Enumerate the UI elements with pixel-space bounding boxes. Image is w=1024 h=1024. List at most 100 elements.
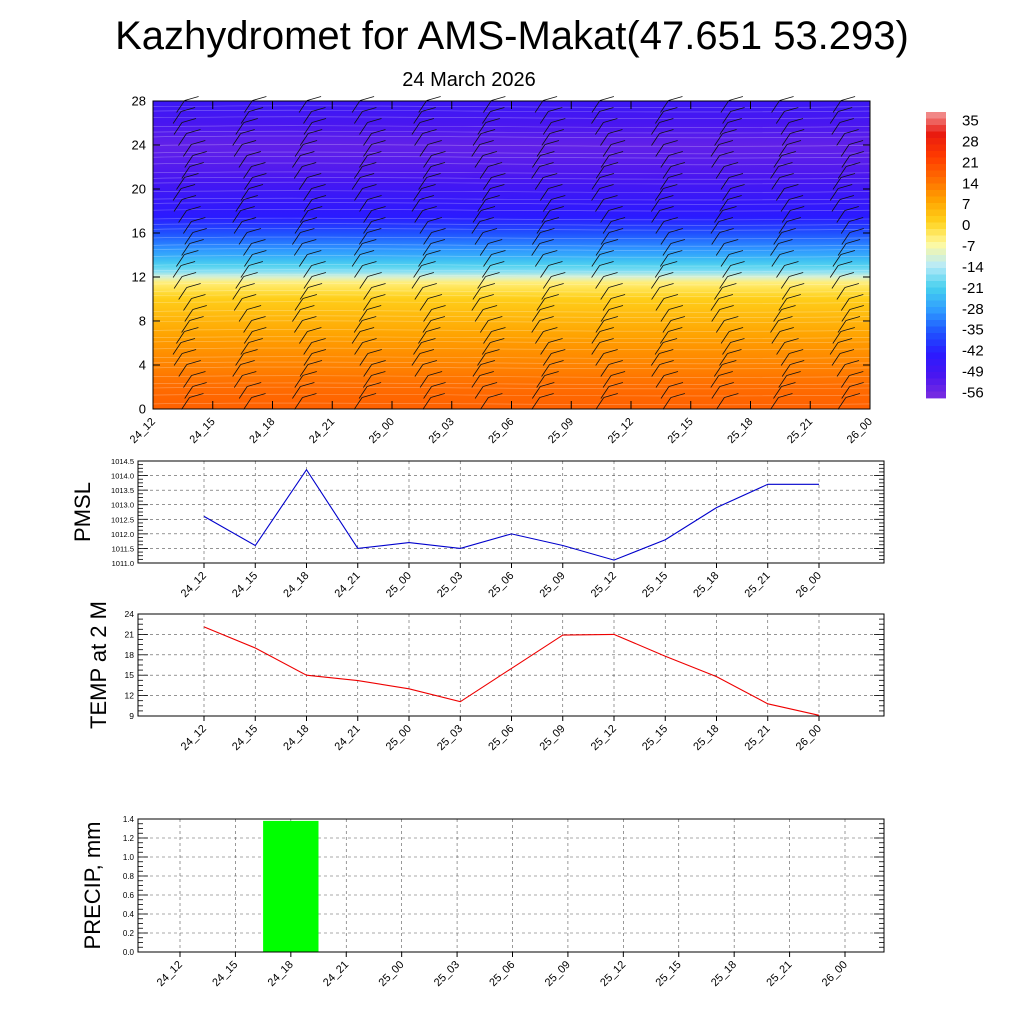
x-tick-label: 24_12 (155, 959, 185, 989)
wind-barb-flag (670, 316, 686, 321)
wind-barb-flag (608, 228, 624, 233)
wind-barb-shaft (419, 375, 429, 388)
wind-barb-shaft (483, 100, 492, 113)
wind-barb-shaft (351, 331, 361, 344)
wind-barb-shaft (173, 122, 183, 135)
wind-barb-flag (247, 382, 262, 387)
wind-barb-shaft (770, 320, 779, 333)
wind-barb-flag (366, 382, 382, 387)
wind-barb-shaft (232, 364, 242, 377)
wind-barb-shaft (474, 386, 484, 399)
wind-barb-flag (367, 151, 382, 156)
wind-barb-shaft (178, 364, 188, 377)
wind-barb-shaft (539, 111, 549, 124)
wind-barb-flag (548, 184, 563, 189)
wind-barb-flag (788, 195, 804, 200)
wind-barb-flag (248, 261, 264, 266)
wind-barb-shaft (720, 100, 730, 113)
wind-barb-shaft (770, 166, 779, 179)
wind-barb-flag (371, 217, 386, 222)
colorbar-band (926, 372, 946, 379)
wind-barb-shaft (770, 397, 779, 410)
isotherm-line (152, 255, 871, 258)
wind-barb-shaft (176, 177, 185, 190)
wind-barb-shaft (244, 177, 253, 190)
wind-barb-shaft (595, 353, 605, 366)
wind-barb-flag (189, 393, 204, 398)
isotherm-line (152, 236, 871, 240)
isotherm-line (152, 315, 871, 318)
wind-barb-flag (248, 184, 264, 189)
wind-barb-flag (778, 316, 793, 321)
wind-barb-shaft (479, 243, 489, 256)
y-axis-label: TEMP at 2 M (86, 601, 111, 729)
wind-barb-flag (430, 239, 446, 244)
wind-barb-flag (540, 305, 555, 310)
wind-barb-flag (248, 107, 264, 112)
colorbar-label: 14 (962, 175, 979, 192)
colorbar-label: -35 (962, 322, 984, 339)
x-tick-label: 25_18 (691, 723, 721, 753)
wind-barb-flag (311, 195, 327, 200)
y-tick-label: 15 (125, 670, 135, 680)
wind-barb-flag (610, 140, 626, 145)
wind-barb-flag (718, 371, 733, 376)
wind-barb-shaft (303, 199, 313, 212)
wind-barb-flag (419, 349, 435, 354)
wind-barb-flag (485, 195, 500, 200)
wind-barb-shaft (542, 353, 552, 366)
wind-barb-flag (181, 118, 197, 123)
wind-barb-shaft (292, 232, 301, 245)
x-tick-label: 25_15 (640, 570, 670, 600)
wind-barb-shaft (840, 298, 850, 311)
wind-barb-shaft (418, 331, 427, 344)
colorbar-label: 0 (962, 217, 970, 234)
wind-barb-flag (246, 305, 262, 310)
wind-barb-flag (252, 173, 267, 178)
x-tick-label: 25_00 (376, 959, 406, 989)
y-tick-label: 8 (139, 314, 146, 329)
wind-barb-shaft (836, 287, 846, 300)
wind-barb-flag (431, 228, 446, 233)
wind-barb-flag (839, 118, 854, 123)
wind-barb-shaft (422, 320, 432, 333)
wind-barb-shaft (477, 353, 486, 366)
wind-barb-flag (663, 184, 678, 189)
x-tick-label: 25_00 (384, 723, 414, 753)
colorbar-band (926, 339, 946, 347)
wind-barb-shaft (542, 199, 552, 212)
wind-barb-shaft (184, 155, 194, 168)
wind-barb-shaft (770, 243, 779, 256)
isotherm-line (152, 151, 871, 155)
wind-barb-flag (184, 173, 199, 178)
isotherm-line (152, 171, 871, 174)
wind-barb-shaft (780, 353, 790, 366)
wind-barb-shaft (536, 375, 546, 388)
wind-barb-flag (367, 228, 382, 233)
colorbar-band (926, 287, 946, 295)
y-tick-label: 21 (125, 629, 135, 639)
wind-barb-flag (670, 239, 686, 244)
y-tick-label: 1011.5 (112, 544, 134, 553)
wind-barb-flag (668, 173, 683, 178)
wind-barb-shaft (243, 320, 252, 333)
x-tick-label: 24_15 (210, 959, 240, 989)
wind-barb-shaft (235, 276, 245, 289)
wind-barb-shaft (534, 254, 544, 267)
wind-barb-flag (844, 206, 859, 211)
y-tick-label: 20 (132, 182, 146, 197)
wind-barb-shaft (235, 353, 244, 366)
wind-barb-shaft (778, 144, 788, 157)
wind-barb-flag (668, 151, 683, 156)
wind-barb-flag (427, 294, 443, 299)
wind-barb-shaft (840, 144, 850, 157)
x-tick-label: 25_12 (606, 416, 636, 446)
wind-barb-flag (727, 272, 742, 277)
colorbar-label: 21 (962, 154, 979, 171)
wind-barb-shaft (481, 342, 491, 355)
wind-barb-shaft (363, 133, 372, 146)
wind-barb-flag (844, 360, 860, 365)
wind-barb-flag (549, 283, 564, 288)
wind-barb-shaft (600, 155, 610, 168)
wind-barb-flag (371, 129, 386, 134)
